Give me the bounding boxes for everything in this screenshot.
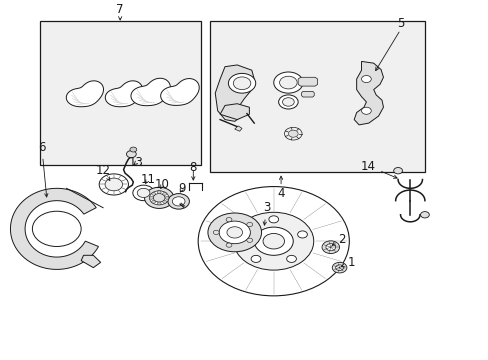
- Circle shape: [151, 193, 155, 195]
- Circle shape: [172, 197, 184, 206]
- Circle shape: [254, 227, 293, 255]
- Circle shape: [105, 178, 122, 191]
- Circle shape: [233, 77, 250, 90]
- Polygon shape: [161, 78, 199, 105]
- Circle shape: [153, 194, 164, 202]
- Circle shape: [99, 174, 128, 195]
- Circle shape: [226, 227, 242, 238]
- Polygon shape: [353, 62, 383, 125]
- Circle shape: [151, 201, 155, 203]
- Circle shape: [335, 265, 343, 270]
- Circle shape: [325, 244, 335, 251]
- Circle shape: [282, 98, 294, 106]
- Circle shape: [322, 241, 339, 253]
- Circle shape: [144, 187, 173, 208]
- Circle shape: [157, 191, 161, 194]
- Polygon shape: [301, 91, 314, 97]
- Text: 7: 7: [116, 3, 123, 15]
- Circle shape: [288, 130, 298, 137]
- Circle shape: [263, 233, 284, 249]
- Circle shape: [251, 255, 260, 262]
- Circle shape: [225, 217, 231, 222]
- Circle shape: [420, 212, 428, 218]
- Circle shape: [130, 147, 137, 152]
- Text: 9: 9: [178, 182, 185, 195]
- Circle shape: [228, 73, 255, 93]
- Circle shape: [163, 193, 166, 195]
- Text: 14: 14: [361, 159, 396, 178]
- Text: 6: 6: [38, 140, 48, 197]
- Text: 8: 8: [189, 161, 197, 174]
- Text: 12: 12: [95, 164, 110, 180]
- Circle shape: [198, 186, 348, 296]
- Text: 2: 2: [331, 233, 345, 246]
- Circle shape: [278, 95, 298, 109]
- Circle shape: [273, 72, 303, 93]
- Circle shape: [361, 76, 370, 82]
- Polygon shape: [81, 255, 101, 267]
- Text: 1: 1: [341, 256, 355, 269]
- Text: 11: 11: [140, 173, 155, 186]
- Text: 13: 13: [128, 156, 143, 169]
- Polygon shape: [234, 126, 242, 131]
- Circle shape: [268, 216, 278, 223]
- Circle shape: [157, 202, 161, 205]
- Polygon shape: [131, 78, 170, 106]
- Text: 3: 3: [262, 201, 269, 225]
- Polygon shape: [105, 81, 142, 107]
- Circle shape: [32, 211, 81, 247]
- Polygon shape: [66, 81, 103, 107]
- Circle shape: [240, 231, 249, 238]
- Circle shape: [286, 255, 296, 262]
- Circle shape: [163, 201, 166, 203]
- Polygon shape: [10, 188, 98, 269]
- Circle shape: [297, 231, 307, 238]
- Text: 5: 5: [396, 17, 404, 30]
- Polygon shape: [220, 104, 249, 120]
- Circle shape: [126, 150, 136, 158]
- Circle shape: [137, 188, 150, 198]
- Polygon shape: [215, 65, 254, 121]
- Circle shape: [331, 262, 346, 273]
- Circle shape: [279, 76, 297, 89]
- Circle shape: [164, 197, 168, 199]
- Circle shape: [233, 212, 313, 270]
- Circle shape: [246, 222, 252, 227]
- Circle shape: [213, 230, 219, 234]
- Text: 4: 4: [277, 186, 284, 199]
- Circle shape: [246, 238, 252, 242]
- Circle shape: [219, 221, 250, 244]
- Bar: [40, 21, 200, 165]
- Circle shape: [133, 185, 154, 201]
- Text: 10: 10: [155, 178, 170, 191]
- Circle shape: [225, 243, 231, 247]
- Circle shape: [207, 213, 261, 252]
- Circle shape: [284, 127, 302, 140]
- Circle shape: [361, 107, 370, 114]
- Polygon shape: [298, 77, 317, 86]
- Circle shape: [149, 191, 168, 205]
- Circle shape: [149, 197, 153, 199]
- Circle shape: [167, 194, 189, 209]
- Bar: [210, 21, 424, 172]
- Circle shape: [393, 167, 402, 174]
